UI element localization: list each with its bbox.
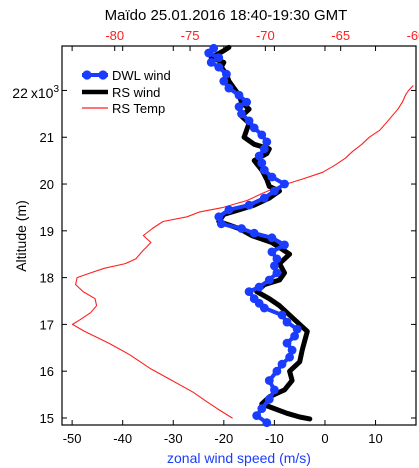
legend-label-rs-temp: RS Temp xyxy=(112,101,165,116)
top-x-tick-label: -65 xyxy=(331,28,350,43)
data-point-dwl-wind xyxy=(244,116,254,126)
data-point-dwl-wind xyxy=(270,385,279,395)
data-point-dwl-wind xyxy=(264,376,274,385)
data-point-dwl-wind xyxy=(257,130,267,140)
data-point-dwl-wind xyxy=(254,151,264,161)
data-point-dwl-wind xyxy=(234,102,244,112)
legend-entry-rs-temp: RS Temp xyxy=(82,101,165,116)
y-axis-exponent: 22 x103 xyxy=(12,84,59,101)
data-point-dwl-wind xyxy=(249,228,259,238)
data-point-dwl-wind xyxy=(272,254,282,264)
x-tick-label: -30 xyxy=(164,431,183,446)
data-point-dwl-wind xyxy=(264,275,274,285)
plot-area-frame xyxy=(61,45,417,426)
data-point-dwl-wind xyxy=(272,268,282,278)
top-x-tick-label: -80 xyxy=(105,28,124,43)
data-point-dwl-wind xyxy=(287,345,297,355)
data-point-dwl-wind xyxy=(267,247,277,257)
legend-marker-dwl-wind xyxy=(98,70,108,80)
data-point-dwl-wind xyxy=(252,411,262,420)
y-axis-label: Altitude (m) xyxy=(13,200,29,272)
x-tick-label: -50 xyxy=(63,431,82,446)
y-tick-label: 18 xyxy=(40,271,54,286)
data-point-dwl-wind xyxy=(259,193,269,203)
data-point-dwl-wind xyxy=(272,366,282,376)
data-point-dwl-wind xyxy=(237,109,246,119)
top-x-tick-label: -60 xyxy=(407,28,419,43)
chart-title: Maïdo 25.01.2016 18:40-19:30 GMT xyxy=(105,7,348,24)
data-point-dwl-wind xyxy=(262,137,272,147)
x-tick-label: 10 xyxy=(368,431,382,446)
x-tick-label: -20 xyxy=(214,431,233,446)
y-exponent-base: 22 xyxy=(12,85,28,101)
data-point-dwl-wind xyxy=(267,233,277,243)
x-tick-label: -10 xyxy=(265,431,284,446)
data-point-dwl-wind xyxy=(219,76,229,86)
data-point-dwl-wind xyxy=(209,43,219,53)
data-point-dwl-wind xyxy=(244,200,254,210)
data-point-dwl-wind xyxy=(257,158,267,168)
y-exponent-text: x10 xyxy=(31,85,54,101)
data-point-dwl-wind xyxy=(270,186,279,196)
data-point-dwl-wind xyxy=(285,352,294,362)
data-point-dwl-wind xyxy=(244,287,254,296)
data-point-dwl-wind xyxy=(257,404,267,413)
data-point-dwl-wind xyxy=(270,261,279,271)
data-point-dwl-wind xyxy=(280,240,289,250)
legend-marker-dwl-wind xyxy=(82,70,92,80)
x-tick-label: 0 xyxy=(321,431,328,446)
data-point-dwl-wind xyxy=(242,97,252,107)
data-point-dwl-wind xyxy=(280,179,289,189)
data-point-dwl-wind xyxy=(259,165,269,175)
data-point-dwl-wind xyxy=(282,338,292,348)
y-tick-label: 20 xyxy=(40,177,54,192)
data-point-dwl-wind xyxy=(277,359,287,369)
data-point-dwl-wind xyxy=(254,282,264,292)
data-point-dwl-wind xyxy=(290,331,299,341)
data-point-dwl-wind xyxy=(267,172,277,182)
series-layer xyxy=(71,43,414,428)
data-point-dwl-wind xyxy=(264,394,274,404)
data-point-dwl-wind xyxy=(292,324,302,334)
legend-label-dwl-wind: DWL wind xyxy=(112,68,171,83)
y-tick-label: 19 xyxy=(40,224,54,239)
data-point-dwl-wind xyxy=(214,212,224,222)
legend-box xyxy=(74,62,192,116)
data-point-dwl-wind xyxy=(282,317,292,327)
series-line-rs-temp xyxy=(71,85,414,419)
y-tick-label: 17 xyxy=(40,317,54,332)
top-x-tick-label: -75 xyxy=(181,28,200,43)
x-axis-label: zonal wind speed (m/s) xyxy=(167,450,311,466)
data-point-dwl-wind xyxy=(259,144,269,154)
data-point-dwl-wind xyxy=(249,294,259,304)
data-point-dwl-wind xyxy=(262,418,272,428)
axes-ticks: -50 -40 -30 -20 -10 0 10 -80 -75 -70 -65 -60 15 16 17 1… xyxy=(40,28,419,446)
data-point-dwl-wind xyxy=(234,90,244,100)
legend-entry-rs-wind: RS wind xyxy=(82,85,160,100)
y-tick-label: 15 xyxy=(40,411,54,426)
data-point-dwl-wind xyxy=(214,62,224,72)
legend-entry-dwl-wind: DWL wind xyxy=(82,68,171,83)
data-point-dwl-wind xyxy=(237,224,246,233)
legend: DWL wind RS wind RS Temp xyxy=(74,62,192,116)
data-point-dwl-wind xyxy=(249,123,259,133)
data-point-dwl-wind xyxy=(224,205,234,215)
y-tick-label: 21 xyxy=(40,130,54,145)
y-tick-label: 16 xyxy=(40,364,54,379)
x-tick-label: -40 xyxy=(113,431,132,446)
data-point-dwl-wind xyxy=(216,219,226,229)
legend-label-rs-wind: RS wind xyxy=(112,85,160,100)
data-point-dwl-wind xyxy=(214,53,224,63)
y-exponent-power: 3 xyxy=(53,84,59,95)
data-point-dwl-wind xyxy=(277,310,287,320)
data-point-dwl-wind xyxy=(206,58,216,67)
top-x-tick-label: -70 xyxy=(256,28,275,43)
data-point-dwl-wind xyxy=(224,83,234,93)
data-point-dwl-wind xyxy=(222,69,231,79)
